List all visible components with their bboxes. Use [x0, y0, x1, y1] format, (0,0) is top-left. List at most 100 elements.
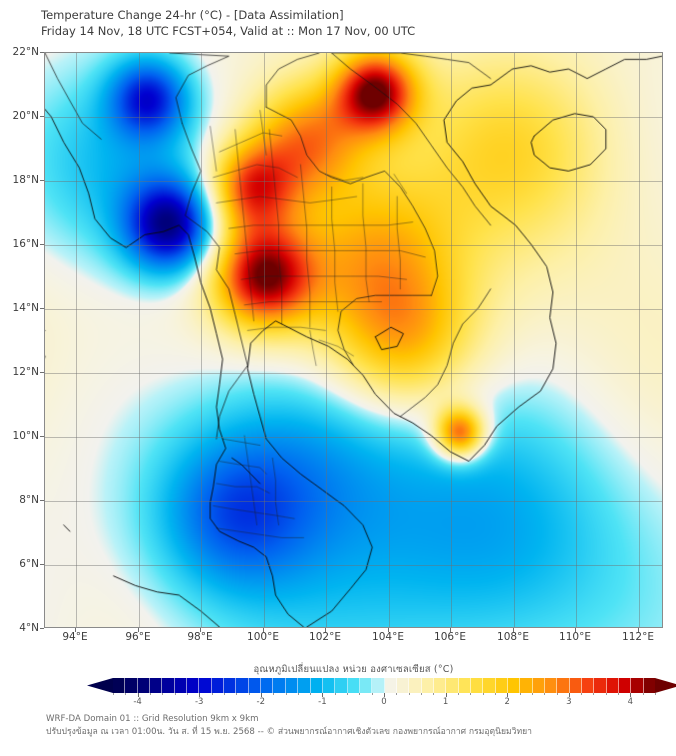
- colorbar-cell: [322, 678, 336, 693]
- colorbar-cell: [273, 678, 286, 693]
- page-title: Temperature Change 24-hr (°C) - [Data As…: [41, 8, 344, 22]
- lon-axis-label: 110°E: [559, 631, 591, 643]
- colorbar-minor-tick: [581, 693, 583, 695]
- lat-axis-label: 10°N: [12, 430, 39, 442]
- colorbar-minor-tick: [334, 693, 336, 695]
- lat-tick: [40, 628, 44, 629]
- lon-tick: [575, 628, 576, 632]
- graticule-parallel: [45, 373, 662, 374]
- colorbar-cell: [594, 678, 607, 693]
- colorbar-minor-tick: [544, 693, 546, 695]
- graticule-meridian: [576, 53, 577, 627]
- colorbar-cell: [569, 678, 583, 693]
- colorbar-cell: [409, 678, 422, 693]
- colorbar-minor-tick: [347, 693, 348, 695]
- lat-axis-label: 18°N: [12, 174, 39, 186]
- colorbar-major-tick: [260, 693, 262, 697]
- colorbar-minor-tick: [285, 693, 287, 695]
- lon-tick: [138, 628, 139, 632]
- colorbar-cell: [545, 678, 558, 693]
- map-plot-area[interactable]: [44, 52, 663, 628]
- colorbar-major-tick: [199, 693, 201, 697]
- colorbar-label: อุณหภูมิเปลี่ยนแปลง หน่วย องศาเซลเซียส (…: [253, 664, 454, 675]
- colorbar-minor-tick: [223, 693, 225, 695]
- colorbar-extend-low-arrow: [87, 678, 113, 693]
- colorbar-minor-tick: [396, 693, 398, 695]
- graticule-parallel: [45, 181, 662, 182]
- colorbar: -4 -3 -2 -1 0 1 2 3 4: [44, 670, 676, 707]
- colorbar-cell: [470, 678, 484, 693]
- lon-axis-label: 94°E: [62, 631, 88, 643]
- colorbar-major-tick: [322, 693, 324, 697]
- colorbar-cell: [236, 678, 249, 693]
- graticule-meridian: [264, 53, 265, 627]
- colorbar-extend-high-arrow: [655, 678, 676, 693]
- colorbar-major-tick: [568, 693, 570, 697]
- colorbar-minor-tick: [593, 693, 595, 695]
- lat-axis-label: 8°N: [19, 494, 39, 506]
- colorbar-cell: [162, 678, 175, 693]
- graticule-meridian: [76, 53, 77, 627]
- colorbar-cell: [347, 678, 360, 693]
- colorbar-major-tick: [445, 693, 447, 697]
- lon-tick: [325, 628, 326, 632]
- graticule-meridian: [139, 53, 140, 627]
- colorbar-tick-label: -3: [194, 697, 204, 707]
- colorbar-tick-label: -2: [256, 697, 266, 707]
- colorbar-cell: [187, 678, 200, 693]
- footer-model-info: WRF-DA Domain 01 :: Grid Resolution 9km …: [46, 714, 259, 724]
- colorbar-major-tick: [137, 693, 139, 697]
- colorbar-minor-tick: [236, 693, 238, 695]
- colorbar-minor-tick: [655, 693, 656, 695]
- colorbar-cell: [532, 678, 546, 693]
- colorbar-minor-tick: [113, 693, 114, 695]
- colorbar-cell: [446, 678, 459, 693]
- lat-axis-label: 14°N: [12, 302, 39, 314]
- colorbar-minor-tick: [408, 693, 410, 695]
- colorbar-major-tick: [630, 693, 632, 697]
- lat-axis-label: 22°N: [12, 46, 39, 58]
- footer-credit: ปรับปรุงข้อมูล ณ เวลา 01:00น. วัน ส. ที่…: [46, 727, 532, 737]
- lon-axis-label: 100°E: [247, 631, 279, 643]
- colorbar-cell: [619, 678, 632, 693]
- lon-tick: [200, 628, 201, 632]
- lat-axis-label: 6°N: [19, 558, 39, 570]
- colorbar-minor-tick: [186, 693, 188, 695]
- colorbar-minor-tick: [310, 693, 312, 695]
- graticule-meridian: [389, 53, 390, 627]
- temperature-anomaly-heatmap: [45, 53, 662, 627]
- colorbar-cell: [582, 678, 595, 693]
- lon-axis-label: 98°E: [187, 631, 213, 643]
- colorbar-cell: [261, 678, 274, 693]
- colorbar-cell: [495, 678, 508, 693]
- chart-subtitle: Friday 14 Nov, 18 UTC FCST+054, Valid at…: [41, 23, 416, 38]
- colorbar-cell: [631, 678, 644, 693]
- colorbar-cell: [396, 678, 410, 693]
- colorbar-minor-tick: [371, 693, 373, 695]
- colorbar-minor-tick: [457, 693, 459, 695]
- colorbar-cell: [606, 678, 620, 693]
- lon-tick: [450, 628, 451, 632]
- colorbar-minor-tick: [618, 693, 619, 695]
- colorbar-cell: [335, 678, 348, 693]
- graticule-meridian: [201, 53, 202, 627]
- lat-axis-label: 4°N: [19, 622, 39, 634]
- colorbar-minor-tick: [494, 693, 496, 695]
- colorbar-minor-tick: [162, 693, 164, 695]
- graticule-parallel: [45, 437, 662, 438]
- colorbar-cell: [433, 678, 447, 693]
- colorbar-minor-tick: [273, 693, 275, 695]
- colorbar-tick-label: 4: [627, 697, 634, 707]
- colorbar-cell: [285, 678, 299, 693]
- colorbar-minor-tick: [433, 693, 435, 695]
- colorbar-tick-label: -4: [133, 697, 142, 707]
- colorbar-minor-tick: [556, 693, 558, 695]
- colorbar-minor-tick: [211, 693, 213, 695]
- colorbar-minor-tick: [531, 693, 533, 695]
- lon-tick: [638, 628, 639, 632]
- colorbar-cell: [359, 678, 373, 693]
- graticule-meridian: [514, 53, 515, 627]
- colorbar-minor-tick: [125, 693, 127, 695]
- colorbar-tick-label: 1: [442, 697, 449, 707]
- colorbar-minor-tick: [482, 693, 484, 695]
